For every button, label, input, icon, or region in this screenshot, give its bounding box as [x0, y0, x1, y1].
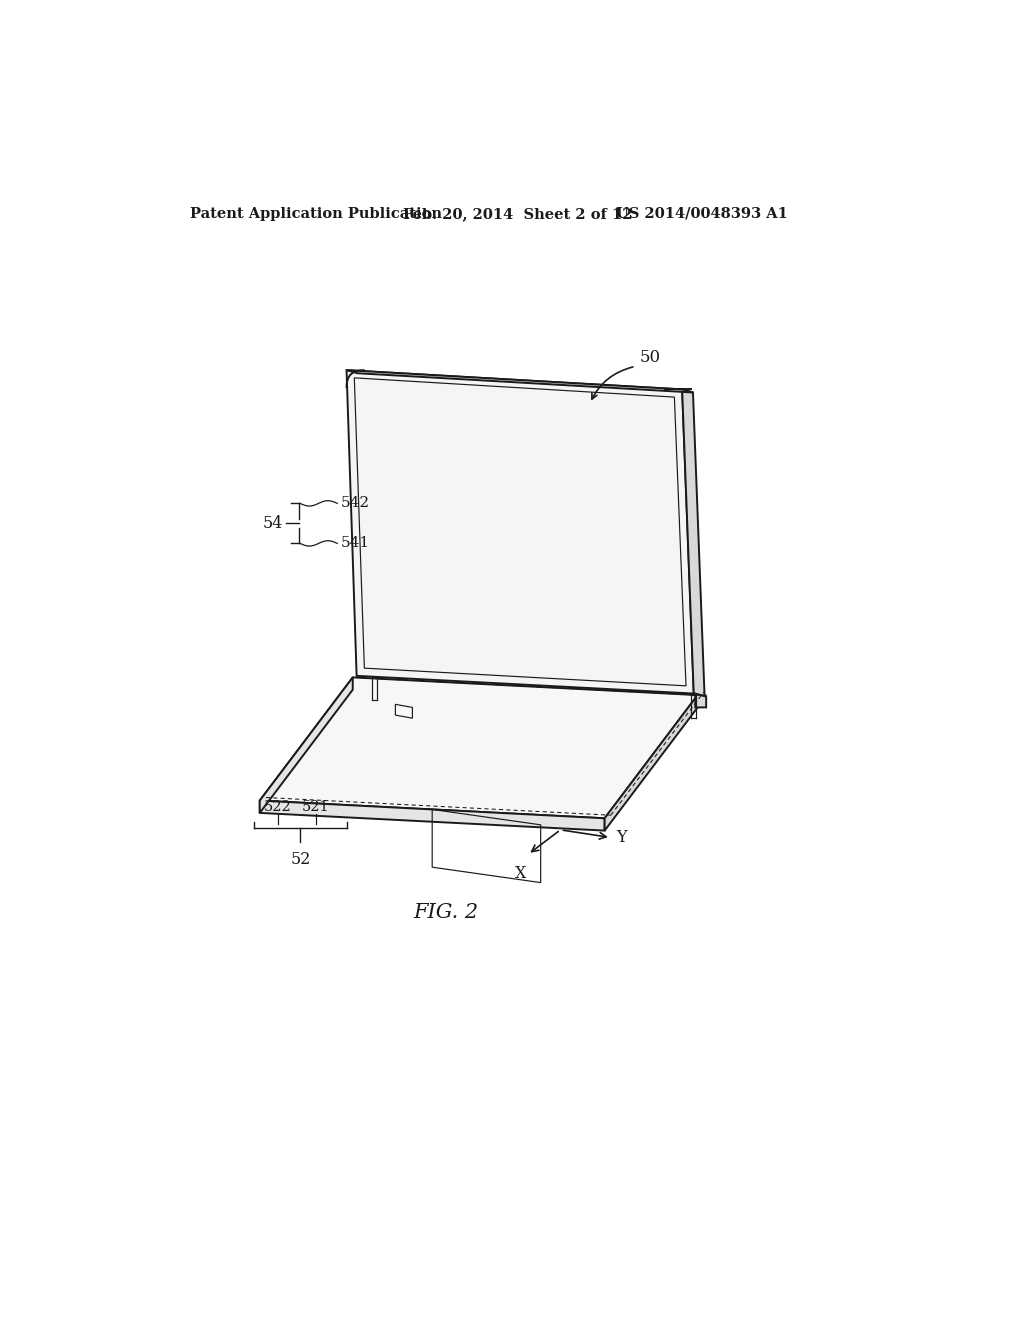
Polygon shape: [346, 370, 693, 392]
Text: 50: 50: [640, 348, 660, 366]
Text: 542: 542: [340, 496, 370, 511]
Text: Patent Application Publication: Patent Application Publication: [190, 207, 442, 220]
Text: Y: Y: [616, 829, 627, 846]
Text: Feb. 20, 2014  Sheet 2 of 12: Feb. 20, 2014 Sheet 2 of 12: [403, 207, 633, 220]
Text: 52: 52: [290, 851, 310, 869]
Polygon shape: [260, 800, 604, 830]
Text: US 2014/0048393 A1: US 2014/0048393 A1: [616, 207, 788, 220]
Text: X: X: [514, 866, 526, 882]
Polygon shape: [604, 696, 697, 830]
Text: 541: 541: [340, 536, 370, 550]
Text: 521: 521: [302, 800, 330, 814]
Text: 522: 522: [264, 800, 292, 814]
Text: 54: 54: [262, 515, 283, 532]
Polygon shape: [260, 677, 352, 813]
Polygon shape: [346, 370, 693, 693]
Polygon shape: [260, 677, 697, 818]
Polygon shape: [695, 693, 707, 708]
Polygon shape: [695, 693, 707, 697]
Text: FIG. 2: FIG. 2: [414, 903, 478, 923]
Polygon shape: [682, 389, 705, 697]
